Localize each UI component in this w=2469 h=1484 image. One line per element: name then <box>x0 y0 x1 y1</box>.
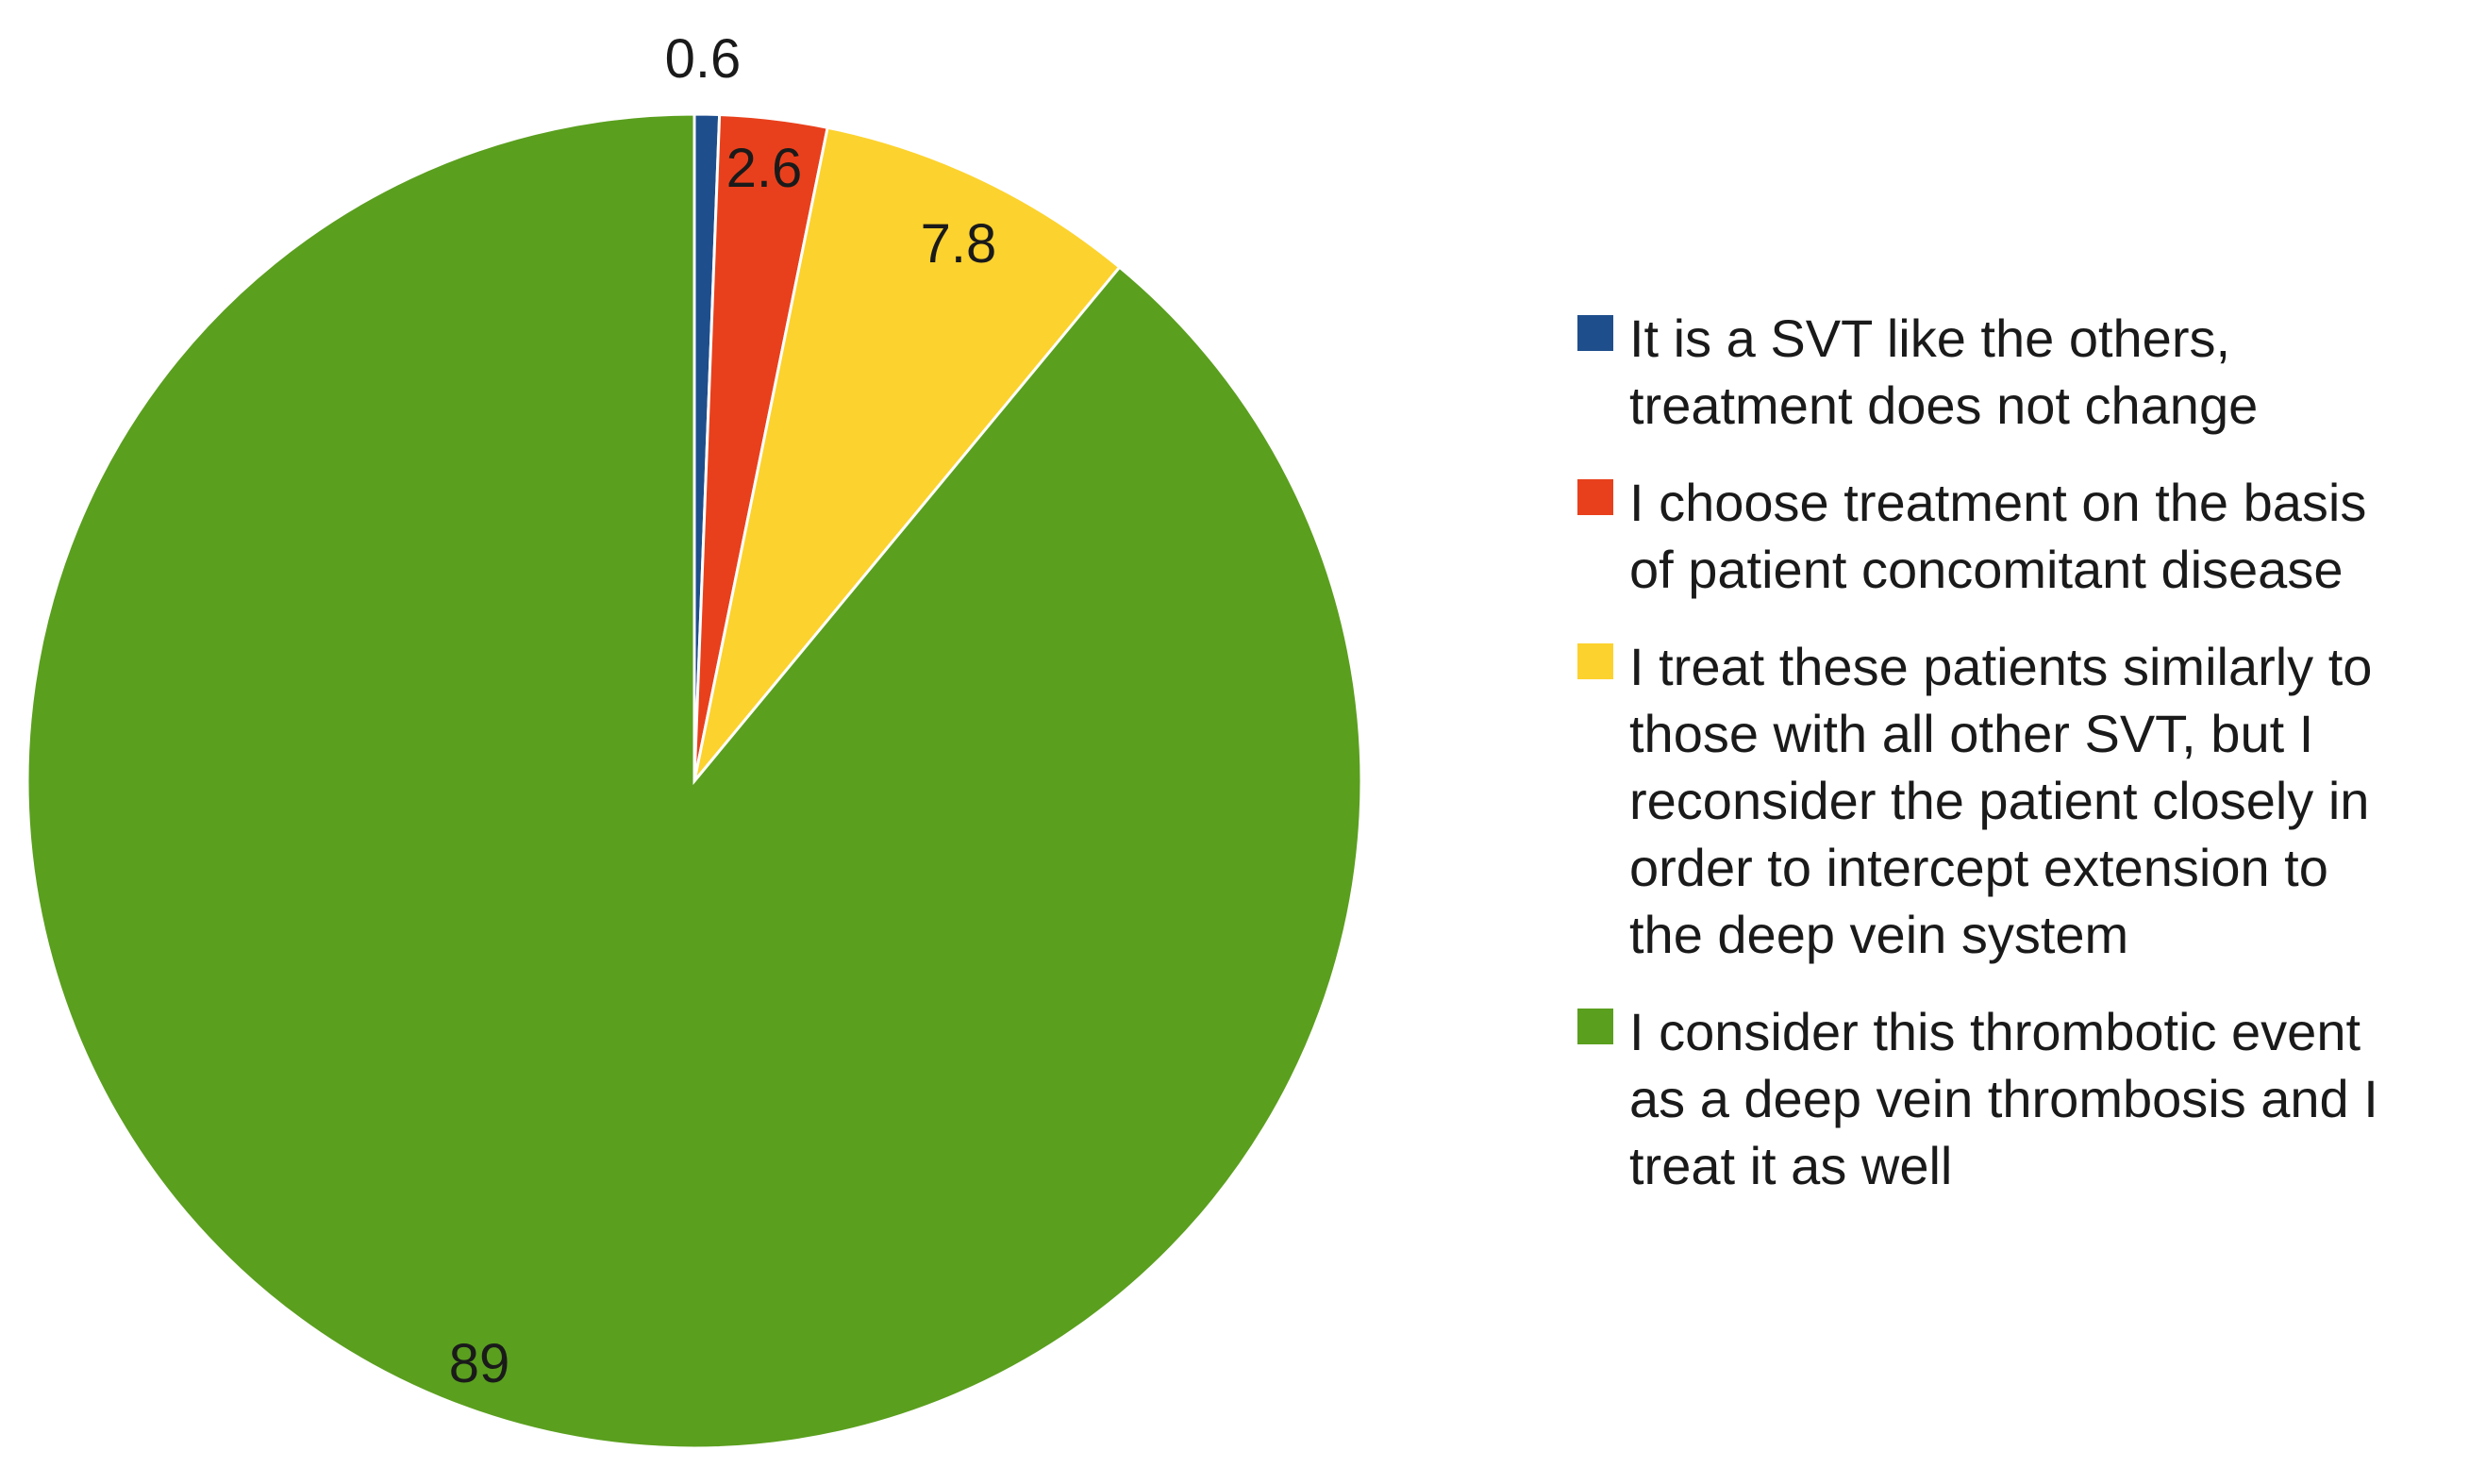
legend-item-2: I choose treatment on the basis of patien… <box>1577 473 2366 599</box>
slice-value-label-4: 89 <box>449 1333 510 1394</box>
pie-slice-3 <box>692 125 1122 782</box>
legend-swatch-2 <box>1577 479 1613 515</box>
legend-label-4-line-3: treat it as well <box>1629 1136 1952 1195</box>
legend-label-1-line-2: treatment does not change <box>1629 375 2258 435</box>
legend-swatch-3 <box>1577 643 1613 679</box>
legend-item-1: It is a SVT like the others, treatment do… <box>1577 308 2258 435</box>
legend-label-2-line-2: of patient concomitant disease <box>1629 540 2343 599</box>
legend-label-4-line-1: I consider this thrombotic event <box>1629 1002 2361 1061</box>
slice-value-label-2: 2.6 <box>726 138 803 199</box>
legend-label-2-line-1: I choose treatment on the basis <box>1629 473 2366 532</box>
legend-label-3-line-5: the deep vein system <box>1629 905 2128 964</box>
legend-label-3-line-1: I treat these patients similarly to <box>1629 637 2372 696</box>
legend-item-4: I consider this thrombotic event as a dee… <box>1577 1002 2378 1195</box>
legend-label-3-line-4: order to intercept extension to <box>1629 838 2328 897</box>
legend: It is a SVT like the others, treatment do… <box>1577 308 2378 1195</box>
slice-value-label-3: 7.8 <box>921 213 997 275</box>
legend-label-3-line-3: reconsider the patient closely in <box>1629 771 2369 830</box>
legend-label-3-line-2: those with all other SVT, but I <box>1629 704 2313 763</box>
legend-label-4-line-2: as a deep vein thrombosis and I <box>1629 1069 2378 1128</box>
legend-label-1-line-1: It is a SVT like the others, <box>1629 308 2230 368</box>
legend-item-3: I treat these patients similarly to those… <box>1577 637 2372 964</box>
pie-slices <box>25 112 1363 1450</box>
pie-value-labels: 0.6 2.6 7.8 89 <box>449 28 997 1394</box>
legend-swatch-4 <box>1577 1009 1613 1044</box>
pie-slice-4 <box>25 112 1363 1450</box>
slice-value-label-1: 0.6 <box>665 28 742 90</box>
legend-swatch-1 <box>1577 315 1613 351</box>
